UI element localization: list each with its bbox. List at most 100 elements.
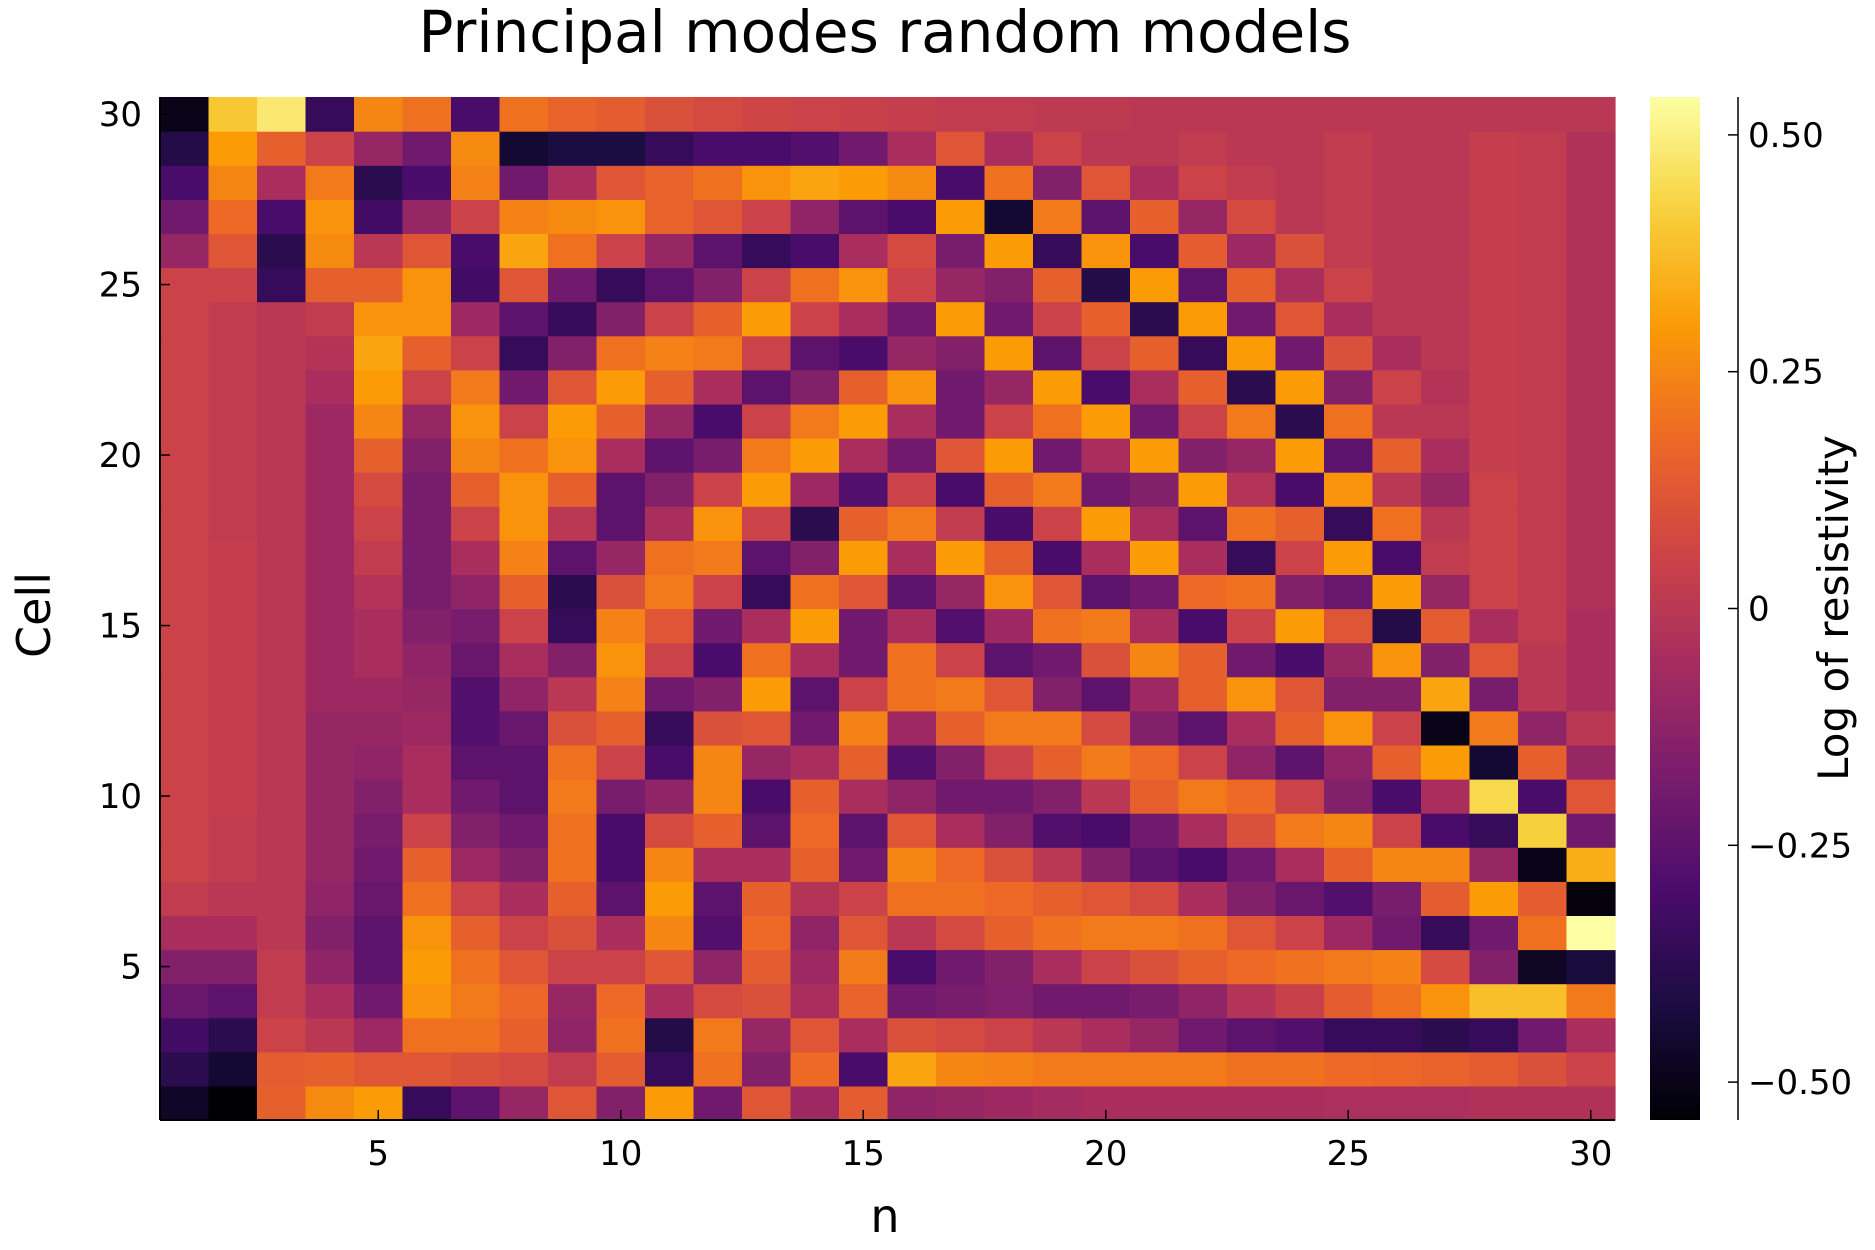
heatmap-cell	[839, 608, 889, 644]
heatmap-cell	[208, 267, 258, 303]
heatmap-cell	[1081, 438, 1131, 473]
heatmap-cell	[354, 710, 404, 746]
heatmap-cell	[1421, 881, 1471, 916]
heatmap-cell	[451, 97, 501, 132]
heatmap-cell	[451, 949, 501, 985]
heatmap-cell	[1324, 744, 1374, 780]
heatmap-cell	[1275, 1085, 1325, 1121]
heatmap-cell	[596, 233, 646, 269]
heatmap-cell	[451, 676, 501, 712]
heatmap-cell	[1178, 574, 1228, 610]
heatmap-cell	[693, 540, 743, 575]
heatmap-cell	[160, 915, 210, 951]
heatmap-cell	[742, 369, 792, 405]
heatmap-cell	[1130, 540, 1180, 575]
heatmap-cell	[790, 131, 840, 166]
heatmap-cell	[1227, 369, 1277, 405]
heatmap-cell	[1033, 97, 1083, 132]
heatmap-cell	[1275, 267, 1325, 303]
heatmap-cell	[1081, 949, 1131, 985]
heatmap-cell	[1178, 710, 1228, 746]
heatmap-cell	[1130, 97, 1180, 132]
heatmap-cell	[742, 506, 792, 541]
heatmap-cell	[208, 710, 258, 746]
heatmap-cell	[1178, 267, 1228, 303]
heatmap-cell	[1130, 744, 1180, 780]
heatmap-cell	[1566, 403, 1616, 439]
heatmap-cell	[257, 744, 307, 780]
heatmap-cell	[402, 676, 452, 712]
heatmap-cell	[984, 97, 1034, 132]
heatmap-cell	[790, 949, 840, 985]
heatmap-cell	[354, 881, 404, 916]
heatmap-cell	[1518, 983, 1568, 1019]
heatmap-cell	[984, 710, 1034, 746]
heatmap-cell	[693, 1085, 743, 1121]
heatmap-cell	[936, 983, 986, 1019]
heatmap-cell	[1227, 744, 1277, 780]
heatmap-cell	[1275, 131, 1325, 166]
heatmap-cell	[499, 710, 549, 746]
heatmap-cell	[451, 847, 501, 882]
heatmap-cell	[305, 301, 355, 337]
heatmap-cell	[499, 881, 549, 916]
heatmap-cell	[548, 335, 598, 371]
heatmap-cell	[596, 506, 646, 541]
heatmap-cell	[402, 983, 452, 1019]
heatmap-cell	[305, 267, 355, 303]
heatmap-cell	[887, 267, 937, 303]
heatmap-cell	[887, 1017, 937, 1053]
heatmap-cell	[887, 301, 937, 337]
heatmap-cell	[208, 97, 258, 132]
heatmap-cell	[208, 983, 258, 1019]
heatmap-cell	[305, 1017, 355, 1053]
heatmap-cell	[451, 199, 501, 234]
heatmap-cell	[257, 131, 307, 166]
heatmap-cell	[1324, 813, 1374, 848]
heatmap-cell	[160, 1017, 210, 1053]
heatmap-cell	[1130, 676, 1180, 712]
heatmap-cell	[1033, 744, 1083, 780]
heatmap-cell	[1566, 199, 1616, 234]
heatmap-cell	[402, 131, 452, 166]
heatmap-cell	[645, 1085, 695, 1121]
colorbar	[1650, 97, 1700, 1120]
heatmap-cell	[257, 881, 307, 916]
heatmap-cell	[984, 608, 1034, 644]
heatmap-cell	[645, 983, 695, 1019]
heatmap-cell	[1566, 335, 1616, 371]
heatmap-cell	[596, 710, 646, 746]
heatmap-cell	[887, 199, 937, 234]
heatmap-cell	[1421, 1085, 1471, 1121]
heatmap-cell	[1081, 131, 1131, 166]
heatmap-cell	[1275, 540, 1325, 575]
heatmap-cell	[936, 676, 986, 712]
heatmap-cell	[1469, 642, 1519, 678]
heatmap-cell	[984, 881, 1034, 916]
heatmap-cell	[1372, 1017, 1422, 1053]
heatmap-cell	[1518, 813, 1568, 848]
heatmap-cell	[257, 97, 307, 132]
heatmap-cell	[1469, 881, 1519, 916]
heatmap-cell	[257, 438, 307, 473]
heatmap-cell	[645, 608, 695, 644]
heatmap-cell	[1227, 1017, 1277, 1053]
x-tick-label: 15	[842, 1134, 885, 1174]
heatmap-cell	[1178, 744, 1228, 780]
heatmap-cell	[1275, 847, 1325, 882]
chart-title: Principal modes random models	[419, 0, 1352, 66]
heatmap-cell	[451, 438, 501, 473]
heatmap-cell	[742, 710, 792, 746]
heatmap-cell	[742, 301, 792, 337]
heatmap-cell	[1421, 233, 1471, 269]
heatmap-cell	[1178, 506, 1228, 541]
heatmap-cell	[984, 1085, 1034, 1121]
heatmap-cell	[305, 506, 355, 541]
y-tick-label: 30	[99, 95, 142, 135]
heatmap-cell	[1275, 403, 1325, 439]
heatmap-cell	[839, 779, 889, 814]
heatmap-cells	[160, 97, 1616, 1121]
heatmap-cell	[1518, 267, 1568, 303]
heatmap-cell	[596, 642, 646, 678]
heatmap-cell	[596, 540, 646, 575]
